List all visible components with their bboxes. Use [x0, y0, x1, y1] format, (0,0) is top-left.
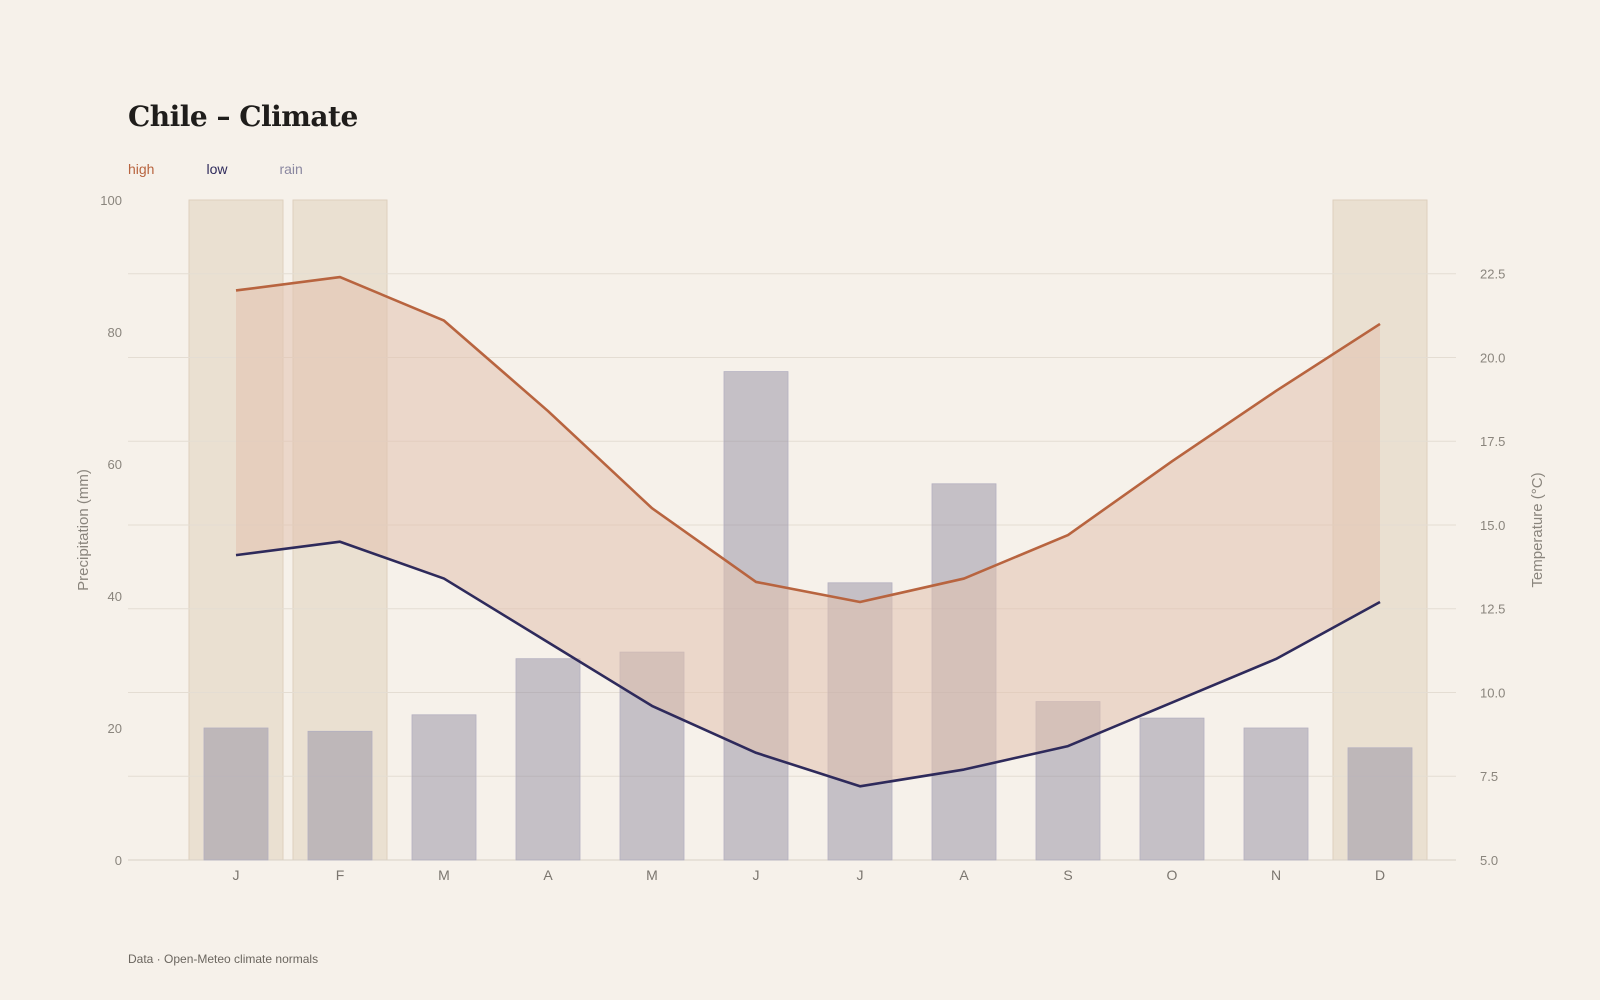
- rain-bar-2: [411, 714, 477, 861]
- x-tick-6: J: [857, 867, 864, 883]
- y-left-tick-4: 80: [108, 325, 122, 340]
- x-tick-9: O: [1167, 867, 1178, 883]
- x-tick-1: F: [336, 867, 345, 883]
- temperature-band-area: [236, 277, 1380, 787]
- legend-low: low: [206, 161, 228, 177]
- rain-bar-0: [203, 727, 269, 861]
- x-tick-8: S: [1063, 867, 1072, 883]
- rain-bar-3: [515, 658, 581, 861]
- rain-bar-1: [307, 730, 373, 861]
- legend: high low rain: [128, 161, 355, 177]
- y-right-tick-7: 22.5: [1480, 267, 1505, 282]
- y-right-tick-4: 15.0: [1480, 518, 1505, 533]
- y-axis-left-title: Precipitation (mm): [75, 469, 92, 591]
- high-temperature-line: [235, 275, 1381, 604]
- y-right-tick-3: 12.5: [1480, 602, 1505, 617]
- rain-bar-10: [1243, 727, 1309, 861]
- x-tick-5: J: [753, 867, 760, 883]
- y-left-tick-5: 100: [100, 193, 122, 208]
- rain-bar-9: [1139, 717, 1205, 861]
- y-right-tick-1: 7.5: [1480, 769, 1498, 784]
- y-left-tick-2: 40: [108, 589, 122, 604]
- x-tick-2: M: [438, 867, 450, 883]
- data-source-note: Data · Open-Meteo climate normals: [128, 952, 319, 966]
- y-left-tick-0: 0: [115, 853, 122, 868]
- low-temperature-line: [235, 540, 1381, 788]
- x-tick-10: N: [1271, 867, 1281, 883]
- legend-rain: rain: [279, 161, 303, 177]
- x-tick-4: M: [646, 867, 658, 883]
- temperature-lines: [235, 275, 1381, 788]
- y-axis-right-title: Temperature (°C): [1529, 472, 1546, 587]
- chart-title: Chile – Climate: [128, 100, 358, 133]
- rain-bar-11: [1347, 747, 1413, 861]
- axes: 0 20 40 60 80 100 5.0 7.5 10.0 12.5 15.0 17.5 20.0 22…: [100, 193, 1505, 883]
- y-right-tick-6: 20.0: [1480, 350, 1505, 365]
- temperature-band: [236, 277, 1380, 787]
- y-right-tick-0: 5.0: [1480, 853, 1498, 868]
- y-left-tick-1: 20: [108, 721, 122, 736]
- x-tick-3: A: [543, 867, 553, 883]
- y-right-tick-5: 17.5: [1480, 434, 1505, 449]
- x-tick-11: D: [1375, 867, 1385, 883]
- x-tick-7: A: [959, 867, 969, 883]
- y-left-tick-3: 60: [108, 457, 122, 472]
- x-tick-0: J: [233, 867, 240, 883]
- y-right-tick-2: 10.0: [1480, 685, 1505, 700]
- legend-high: high: [128, 161, 155, 177]
